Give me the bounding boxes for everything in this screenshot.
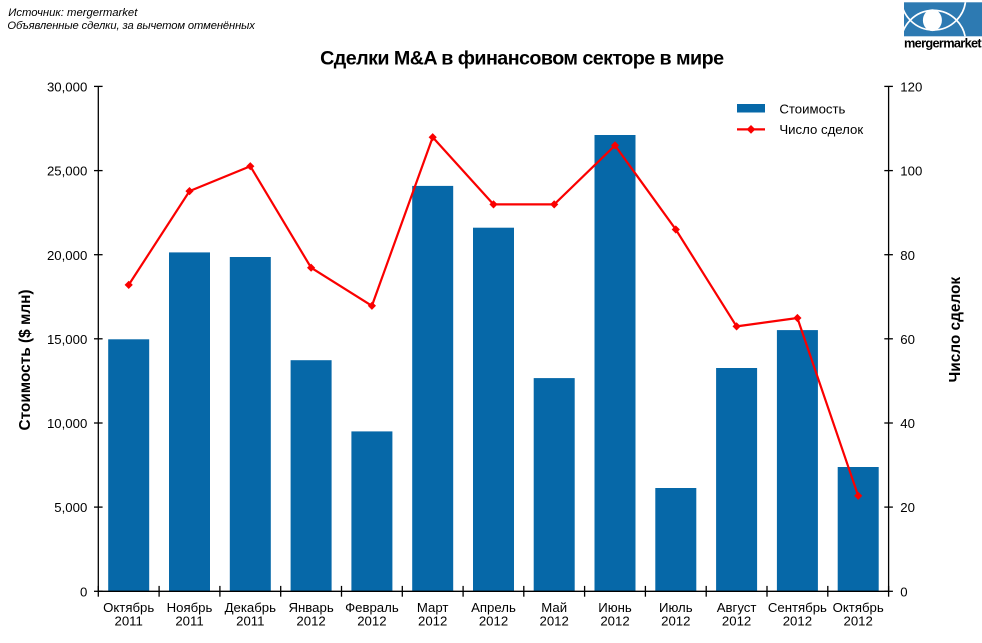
svg-text:Декабрь: Декабрь (225, 600, 277, 615)
svg-text:2012: 2012 (844, 614, 873, 629)
svg-text:Ноябрь: Ноябрь (167, 600, 213, 615)
svg-text:Октябрь: Октябрь (833, 600, 884, 615)
svg-text:2012: 2012 (540, 614, 569, 629)
svg-text:60: 60 (900, 332, 915, 347)
svg-text:20,000: 20,000 (47, 248, 87, 263)
svg-text:Сделки M&A в финансовом сектор: Сделки M&A в финансовом секторе в мире (320, 48, 724, 70)
svg-text:Число сделок: Число сделок (779, 122, 863, 137)
svg-text:Число сделок: Число сделок (947, 277, 964, 383)
svg-text:80: 80 (900, 248, 915, 263)
svg-text:2012: 2012 (418, 614, 447, 629)
svg-text:5,000: 5,000 (54, 500, 87, 515)
svg-text:Сентябрь: Сентябрь (768, 600, 827, 615)
svg-text:Апрель: Апрель (471, 600, 516, 615)
svg-text:0: 0 (80, 584, 87, 599)
svg-text:Июль: Июль (659, 600, 693, 615)
svg-text:30,000: 30,000 (47, 80, 87, 95)
svg-text:Объявленные сделки, за вычетом: Объявленные сделки, за вычетом отменённы… (7, 20, 255, 32)
svg-text:100: 100 (900, 164, 922, 179)
svg-text:0: 0 (900, 584, 907, 599)
svg-text:Июнь: Июнь (598, 600, 632, 615)
svg-text:40: 40 (900, 416, 915, 431)
svg-text:Февраль: Февраль (345, 600, 399, 615)
svg-text:Август: Август (717, 600, 757, 615)
svg-text:2012: 2012 (479, 614, 508, 629)
svg-text:mergermarket: mergermarket (904, 35, 982, 50)
svg-text:Стоимость ($ млн): Стоимость ($ млн) (17, 289, 34, 430)
svg-text:Март: Март (417, 600, 449, 615)
svg-text:120: 120 (900, 80, 922, 95)
svg-text:Октябрь: Октябрь (103, 600, 154, 615)
svg-text:25,000: 25,000 (47, 164, 87, 179)
svg-text:Источник: mergermarket: Источник: mergermarket (8, 7, 138, 19)
svg-text:Стоимость: Стоимость (779, 101, 845, 116)
svg-text:Январь: Январь (288, 600, 333, 615)
svg-text:20: 20 (900, 500, 915, 515)
svg-text:Май: Май (541, 600, 567, 615)
svg-text:2012: 2012 (296, 614, 325, 629)
svg-text:2011: 2011 (115, 614, 143, 629)
svg-text:2012: 2012 (783, 614, 812, 629)
svg-text:2012: 2012 (600, 614, 629, 629)
svg-text:2011: 2011 (175, 614, 203, 629)
svg-text:10,000: 10,000 (47, 416, 87, 431)
svg-text:2011: 2011 (236, 614, 264, 629)
svg-text:2012: 2012 (357, 614, 386, 629)
svg-text:15,000: 15,000 (47, 332, 87, 347)
svg-text:2012: 2012 (661, 614, 690, 629)
svg-text:2012: 2012 (722, 614, 751, 629)
